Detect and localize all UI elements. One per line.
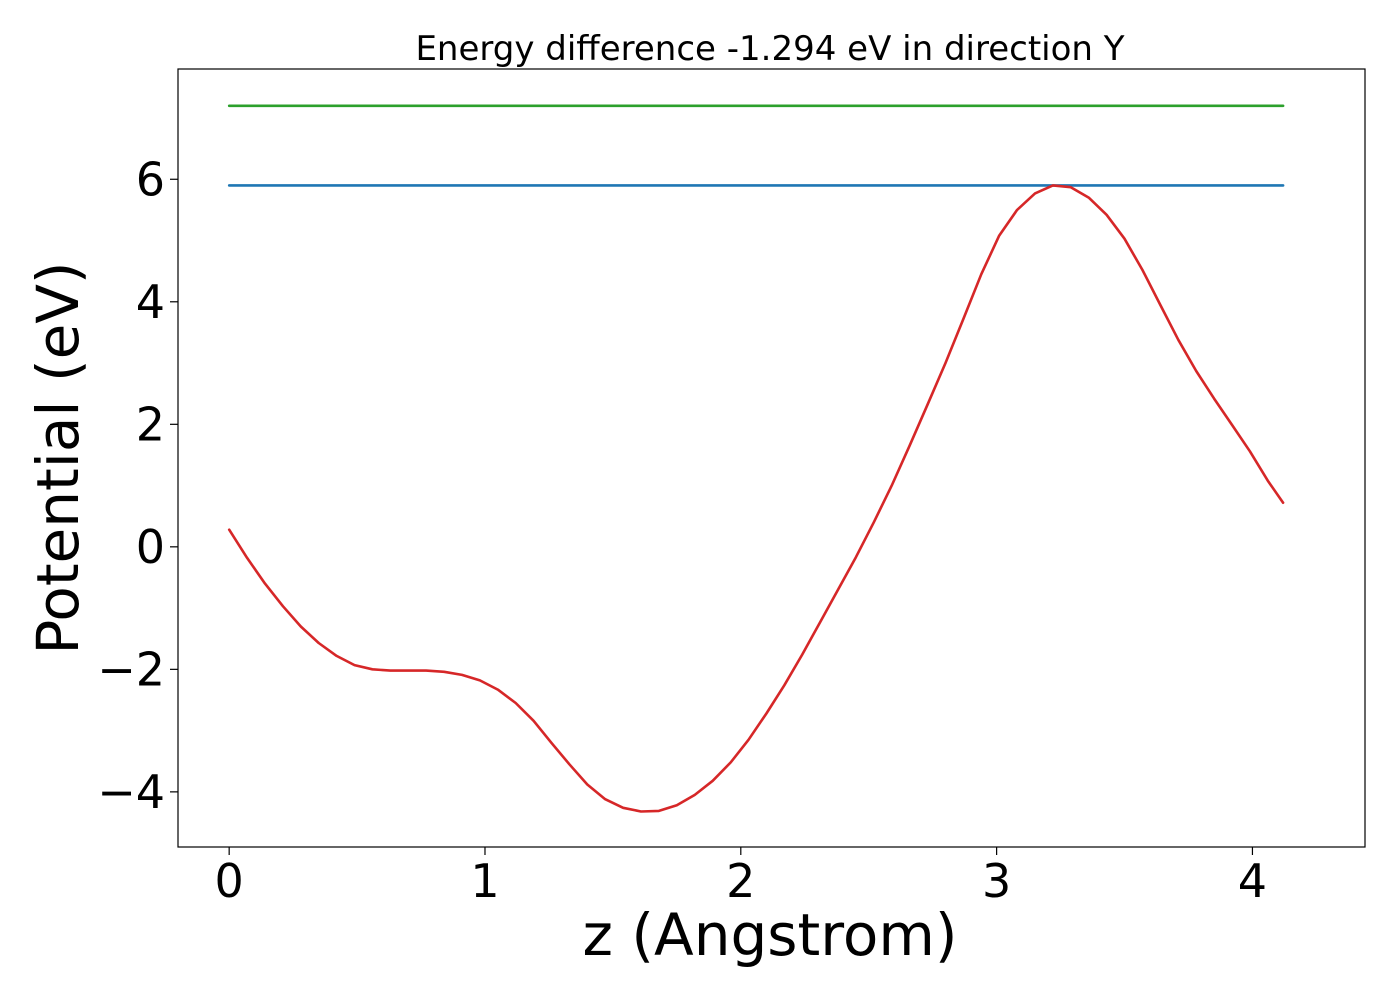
x-tick-label: 2	[726, 854, 755, 908]
y-tick-label: 6	[136, 152, 165, 206]
y-tick-label: −4	[97, 765, 165, 819]
x-tick-label: 0	[215, 854, 244, 908]
y-axis-label: Potential (eV)	[24, 261, 92, 654]
y-axis-ticks: −4 −2 0 2 4 6	[97, 152, 178, 819]
y-tick-label: −2	[97, 642, 165, 696]
series-line-2	[227, 184, 1285, 813]
y-tick-label: 4	[136, 275, 165, 329]
x-axis-label: z (Angstrom)	[583, 901, 958, 969]
x-axis-ticks: 0 1 2 3 4	[215, 847, 1267, 908]
series-layer	[227, 104, 1285, 813]
y-tick-label: 0	[136, 520, 165, 574]
x-tick-label: 1	[470, 854, 499, 908]
x-tick-label: 4	[1238, 854, 1267, 908]
chart-title: Energy difference -1.294 eV in direction…	[415, 29, 1124, 69]
x-tick-label: 3	[982, 854, 1011, 908]
plot-frame	[177, 68, 1366, 848]
y-tick-label: 2	[136, 397, 165, 451]
